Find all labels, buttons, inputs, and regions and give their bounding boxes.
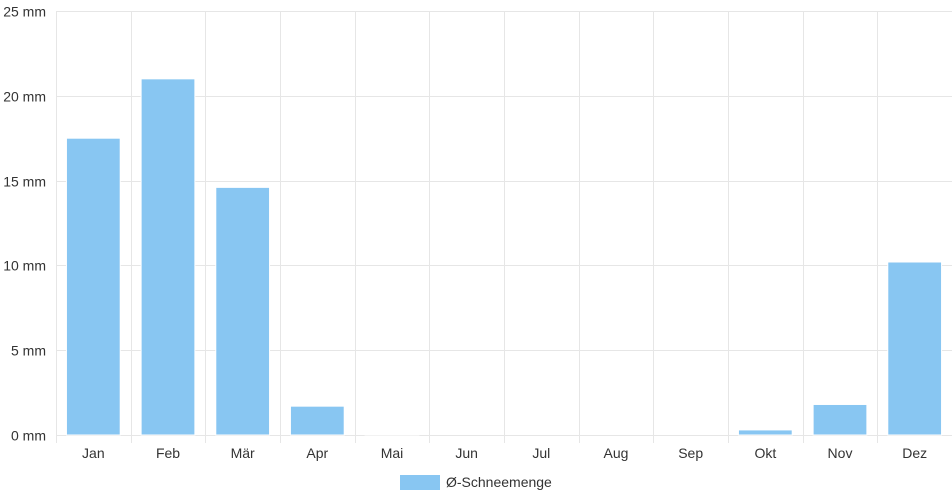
y-tick-label: 10 mm: [3, 258, 46, 274]
bar-dez[interactable]: [887, 261, 943, 436]
y-tick-label: 0 mm: [11, 428, 46, 444]
bar-feb[interactable]: [140, 78, 196, 436]
x-axis: Jan Feb Mär Apr Mai Jun Jul Aug Sep Okt Nov Dez: [82, 445, 927, 461]
x-tick-label: Feb: [156, 445, 180, 461]
y-tick-label: 15 mm: [3, 174, 46, 190]
bar-apr[interactable]: [289, 405, 345, 436]
bars: [65, 78, 943, 436]
legend-swatch[interactable]: [400, 475, 440, 490]
x-tick-label: Dez: [902, 445, 927, 461]
x-tick-label: Jul: [532, 445, 550, 461]
x-tick-label: Mai: [381, 445, 404, 461]
x-tick-label: Sep: [678, 445, 703, 461]
bar-nov[interactable]: [812, 403, 868, 436]
x-tick-label: Okt: [754, 445, 776, 461]
x-tick-label: Jan: [82, 445, 105, 461]
y-axis: 0 mm 5 mm 10 mm 15 mm 20 mm 25 mm: [3, 4, 46, 444]
y-tick-label: 25 mm: [3, 4, 46, 20]
x-tick-label: Nov: [828, 445, 853, 461]
x-tick-label: Jun: [455, 445, 478, 461]
x-tick-label: Apr: [306, 445, 328, 461]
x-tick-label: Mär: [231, 445, 255, 461]
x-tick-label: Aug: [604, 445, 629, 461]
legend-label[interactable]: Ø-Schneemenge: [446, 474, 552, 490]
y-tick-label: 5 mm: [11, 343, 46, 359]
bar-okt[interactable]: [737, 429, 793, 436]
bar-mai[interactable]: [364, 433, 420, 436]
legend[interactable]: Ø-Schneemenge: [400, 474, 552, 490]
grid: [56, 11, 952, 443]
bar-mär[interactable]: [215, 186, 271, 436]
bar-jan[interactable]: [65, 137, 121, 436]
y-tick-label: 20 mm: [3, 89, 46, 105]
